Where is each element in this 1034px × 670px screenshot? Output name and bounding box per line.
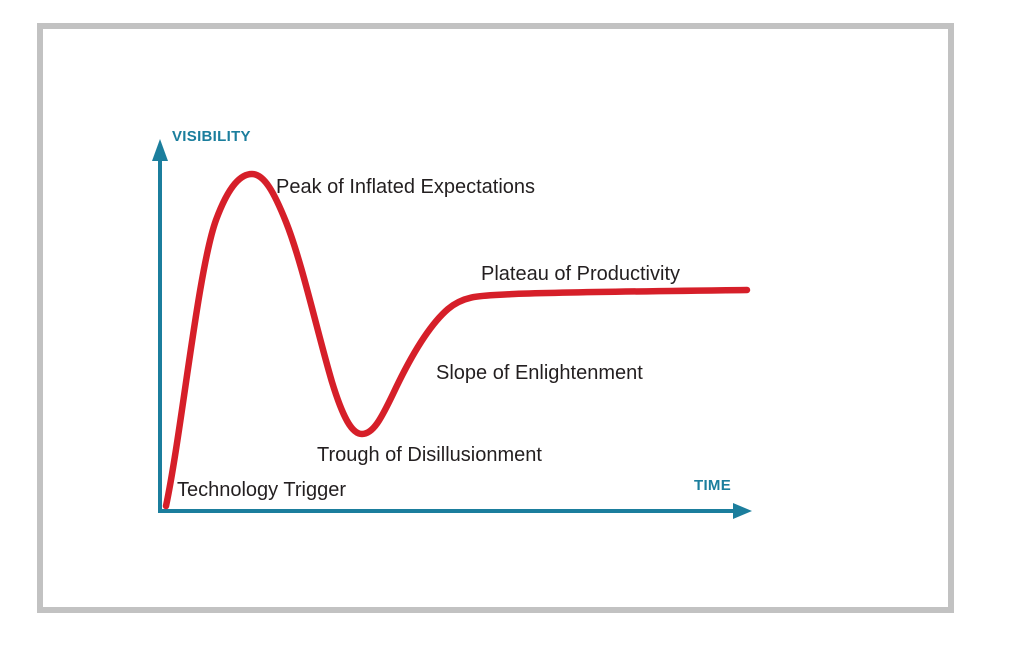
y-axis-label: VISIBILITY [172, 128, 251, 145]
annotation-peak-of-inflated-expectations: Peak of Inflated Expectations [276, 176, 536, 198]
hype-curve [162, 170, 751, 510]
annotation-trough-of-disillusionment: Trough of Disillusionment [317, 444, 542, 466]
y-axis-arrow-icon [152, 139, 168, 161]
figure-frame [37, 23, 954, 613]
x-axis-arrow-icon [733, 503, 752, 519]
annotation-technology-trigger: Technology Trigger [177, 479, 346, 501]
annotation-slope-of-enlightenment: Slope of Enlightenment [436, 362, 643, 384]
annotation-plateau-of-productivity: Plateau of Productivity [481, 263, 680, 285]
x-axis-label: TIME [694, 477, 732, 494]
